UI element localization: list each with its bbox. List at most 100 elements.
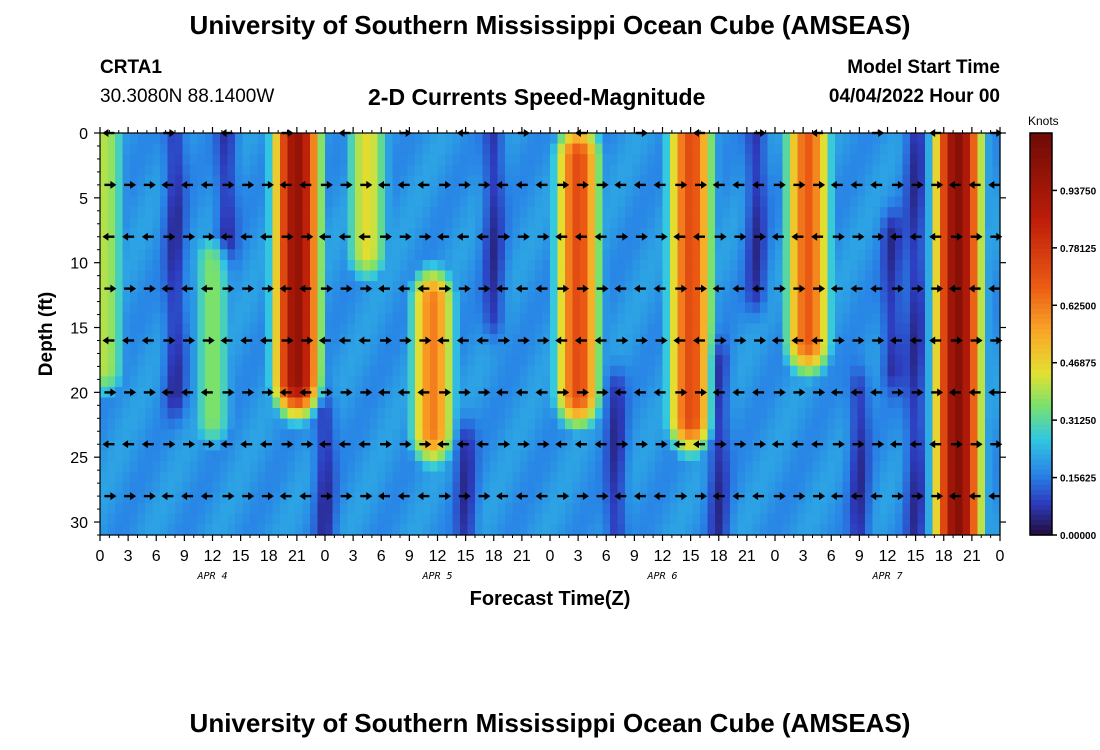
heatmap-cell — [910, 143, 919, 155]
heatmap-cell — [557, 175, 566, 187]
heatmap-cell — [310, 408, 319, 420]
heatmap-cell — [730, 439, 739, 451]
heatmap-cell — [190, 386, 199, 399]
heatmap-cell — [610, 503, 619, 515]
heatmap-cell — [670, 154, 679, 166]
heatmap-cell — [940, 450, 949, 462]
heatmap-cell — [670, 386, 679, 399]
heatmap-cell — [355, 344, 364, 356]
heatmap-cell — [212, 429, 221, 441]
heatmap-cell — [122, 143, 131, 155]
heatmap-cell — [130, 460, 139, 473]
heatmap-cell — [692, 217, 701, 229]
heatmap-cell — [917, 196, 926, 208]
heatmap-cell — [835, 323, 844, 335]
arrow-head — [425, 232, 432, 241]
heatmap-cell — [227, 228, 236, 240]
heatmap-cell — [430, 291, 439, 303]
heatmap-cell — [377, 376, 386, 388]
heatmap-cell — [617, 450, 626, 462]
heatmap-cell — [932, 418, 941, 430]
heatmap-cell — [190, 249, 199, 261]
heatmap-cell — [257, 133, 266, 145]
heatmap-cell — [925, 323, 934, 335]
heatmap-cell — [767, 513, 776, 526]
heatmap-cell — [767, 259, 776, 272]
heatmap-cell — [790, 133, 799, 145]
heatmap-cell — [437, 355, 446, 367]
heatmap-cell — [610, 185, 619, 198]
heatmap-cell — [895, 270, 904, 282]
heatmap-cell — [505, 492, 514, 504]
heatmap-cell — [520, 270, 529, 282]
heatmap-cell — [917, 429, 926, 441]
heatmap-cell — [767, 302, 776, 314]
heatmap-cell — [407, 302, 416, 314]
arrow-head — [326, 180, 333, 189]
heatmap-cell — [887, 439, 896, 451]
heatmap-cell — [437, 249, 446, 261]
heatmap-cell — [182, 291, 191, 303]
arrow-head — [633, 284, 640, 293]
heatmap-cell — [347, 460, 356, 473]
heatmap-cell — [160, 207, 169, 219]
heatmap-cell — [130, 207, 139, 219]
heatmap-cell — [122, 503, 131, 515]
heatmap-cell — [227, 323, 236, 335]
heatmap-cell — [685, 376, 694, 388]
heatmap-cell — [370, 334, 379, 346]
heatmap-cell — [265, 228, 274, 240]
heatmap-cell — [685, 460, 694, 473]
heatmap-cell — [550, 429, 559, 441]
heatmap-cell — [220, 513, 229, 526]
heatmap-cell — [872, 196, 881, 208]
heatmap-cell — [632, 323, 641, 335]
heatmap-cell — [550, 228, 559, 240]
heatmap-cell — [475, 207, 484, 219]
heatmap-cell — [265, 175, 274, 187]
heatmap-cell — [842, 429, 851, 441]
arrow-head — [240, 232, 247, 241]
heatmap-cell — [797, 344, 806, 356]
arrow-head — [189, 232, 196, 241]
heatmap-cell — [782, 492, 791, 504]
heatmap-cell — [820, 281, 829, 293]
heatmap-cell — [812, 249, 821, 261]
heatmap-cell — [902, 460, 911, 473]
heatmap-cell — [745, 408, 754, 420]
heatmap-cell — [175, 355, 184, 367]
heatmap-cell — [482, 259, 491, 272]
heatmap-cell — [250, 503, 259, 515]
heatmap-cell — [677, 323, 686, 335]
heatmap-cell — [632, 291, 641, 303]
heatmap-cell — [550, 482, 559, 494]
heatmap-cell — [362, 408, 371, 420]
heatmap-cell — [715, 249, 724, 261]
heatmap-cell — [722, 154, 731, 166]
heatmap-cell — [422, 492, 431, 504]
heatmap-cell — [587, 217, 596, 229]
heatmap-cell — [107, 460, 116, 473]
heatmap-cell — [955, 185, 964, 198]
arrow-head — [889, 232, 896, 241]
heatmap-cell — [527, 513, 536, 526]
heatmap-cell — [857, 471, 866, 483]
heatmap-cell — [460, 133, 469, 145]
heatmap-cell — [430, 344, 439, 356]
heatmap-cell — [452, 429, 461, 441]
heatmap-cell — [550, 259, 559, 272]
heatmap-cell — [197, 429, 206, 441]
heatmap-cell — [632, 365, 641, 377]
heatmap-cell — [932, 217, 941, 229]
heatmap-cell — [707, 133, 716, 145]
heatmap-cell — [220, 429, 229, 441]
heatmap-cell — [925, 291, 934, 303]
heatmap-cell — [422, 429, 431, 441]
current-arrow — [261, 284, 274, 293]
heatmap-cell — [767, 238, 776, 250]
heatmap-cell — [685, 397, 694, 409]
heatmap-cell — [737, 344, 746, 356]
heatmap-cell — [902, 143, 911, 155]
heatmap-cell — [287, 376, 296, 388]
heatmap-cell — [865, 291, 874, 303]
